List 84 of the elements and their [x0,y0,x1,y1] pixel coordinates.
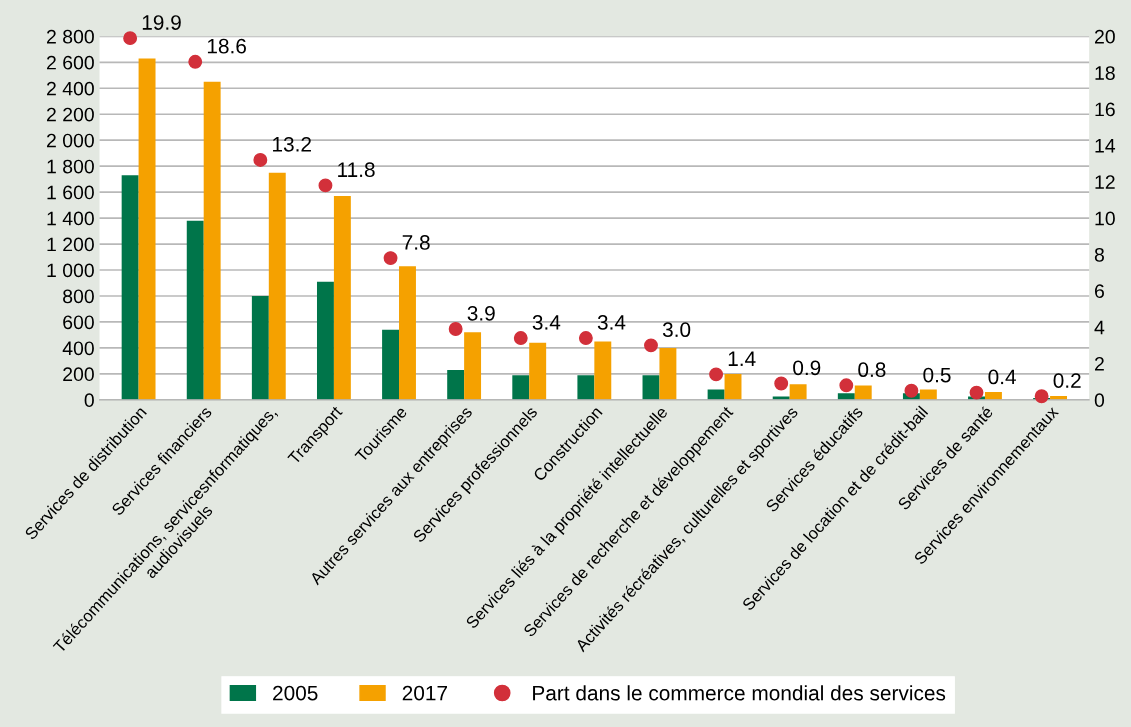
data-label: 18.6 [207,38,246,54]
point [709,367,724,382]
point [188,54,203,69]
y-tick-label: 1 800 [47,159,94,174]
data-label: 3.4 [532,315,561,330]
bar [186,220,204,400]
y-tick-label: 200 [63,367,94,382]
point [774,376,789,391]
y2-tick-label: 14 [1095,139,1116,153]
bar [707,389,725,400]
bar [512,375,530,400]
data-label: 3.9 [467,305,495,321]
data-label: 11.8 [338,162,375,178]
y-tick-label: 1 000 [47,263,94,278]
y2-tick-label: 0 [1094,393,1105,408]
bar [447,369,465,400]
bar [854,385,872,400]
y-tick-label: 0 [84,393,94,408]
point [644,338,658,353]
point [253,152,268,167]
legend-label: Part dans le commerce mondial des services [533,685,946,701]
y2-tick-label: 6 [1095,284,1104,299]
bar [789,384,807,400]
y-tick-label: 600 [63,315,94,330]
y-tick-label: 400 [62,341,94,356]
point [839,378,854,393]
bar [659,347,677,400]
point [448,322,463,336]
bar [577,375,595,400]
data-label: 0.8 [858,362,886,378]
y-tick-label: 1 400 [47,211,94,226]
bar [138,58,156,400]
bar [333,196,351,400]
point [123,31,138,46]
bar [529,342,547,400]
y2-tick-label: 18 [1095,66,1115,80]
bar [268,172,286,400]
bar [984,392,1002,400]
y2-tick-label: 10 [1095,211,1115,226]
legend-label: 2017 [402,685,448,701]
data-label: 19.9 [142,15,181,30]
bar [121,175,139,400]
y-tick-label: 2 000 [46,133,94,148]
legend-label: 2005 [273,685,318,701]
data-label: 3.4 [597,315,626,330]
data-label: 3.0 [662,322,691,338]
bar [399,266,416,400]
point [969,385,984,400]
y-tick-label: 800 [63,289,94,304]
bar [464,332,482,400]
point [318,178,333,193]
data-label: 0.9 [793,360,821,376]
y-tick-label: 2 800 [46,29,94,44]
bar [251,295,269,400]
point [904,383,919,398]
y2-tick-label: 20 [1094,29,1115,44]
point [513,331,528,346]
data-label: 7.8 [402,235,430,250]
y-tick-label: 2 200 [46,107,94,122]
y2-tick-label: 16 [1095,102,1115,117]
y-tick-label: 1 200 [47,237,94,252]
point [1034,389,1049,404]
bar [203,81,221,400]
y-tick-label: 2 400 [46,81,94,96]
data-label: 13.2 [273,136,311,152]
bar [837,393,855,400]
bar [316,281,334,400]
y2-tick-label: 12 [1095,175,1115,189]
y2-tick-label: 2 [1094,356,1104,371]
data-label: 0.4 [988,369,1016,385]
y2-tick-label: 4 [1094,320,1105,335]
point [383,251,398,266]
bar [594,341,612,400]
y-tick-label: 2 600 [46,55,94,70]
y-tick-label: 1 600 [47,185,94,200]
y2-tick-label: 8 [1094,247,1104,262]
data-label: 0.2 [1053,373,1081,388]
bar [382,329,400,400]
data-label: 1.4 [728,351,756,366]
data-label: 0.5 [923,367,951,383]
point [578,331,593,346]
bar [919,389,937,400]
bar [642,375,660,400]
bar [724,373,742,400]
